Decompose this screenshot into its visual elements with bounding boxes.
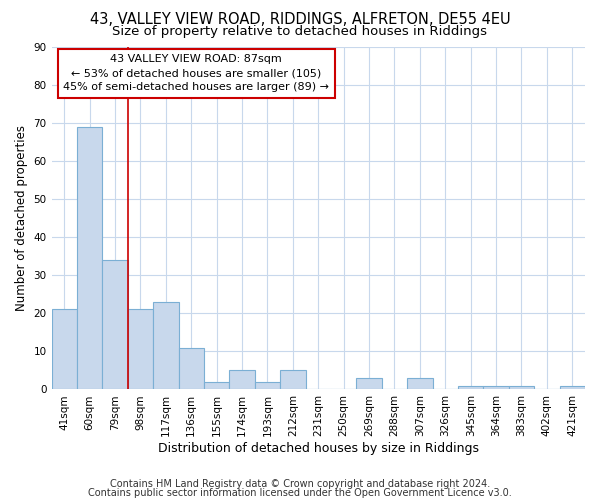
Text: Contains HM Land Registry data © Crown copyright and database right 2024.: Contains HM Land Registry data © Crown c… <box>110 479 490 489</box>
Bar <box>356 378 382 390</box>
Text: 43 VALLEY VIEW ROAD: 87sqm
← 53% of detached houses are smaller (105)
45% of sem: 43 VALLEY VIEW ROAD: 87sqm ← 53% of deta… <box>64 54 329 92</box>
Bar <box>509 386 534 390</box>
Bar <box>128 310 153 390</box>
Bar <box>458 386 484 390</box>
Bar <box>204 382 229 390</box>
X-axis label: Distribution of detached houses by size in Riddings: Distribution of detached houses by size … <box>158 442 479 455</box>
Text: 43, VALLEY VIEW ROAD, RIDDINGS, ALFRETON, DE55 4EU: 43, VALLEY VIEW ROAD, RIDDINGS, ALFRETON… <box>89 12 511 28</box>
Bar <box>407 378 433 390</box>
Bar <box>153 302 179 390</box>
Y-axis label: Number of detached properties: Number of detached properties <box>15 125 28 311</box>
Bar <box>280 370 305 390</box>
Bar <box>77 126 103 390</box>
Bar <box>560 386 585 390</box>
Bar <box>52 310 77 390</box>
Bar <box>103 260 128 390</box>
Text: Contains public sector information licensed under the Open Government Licence v3: Contains public sector information licen… <box>88 488 512 498</box>
Bar <box>255 382 280 390</box>
Text: Size of property relative to detached houses in Riddings: Size of property relative to detached ho… <box>113 25 487 38</box>
Bar <box>229 370 255 390</box>
Bar <box>179 348 204 390</box>
Bar <box>484 386 509 390</box>
